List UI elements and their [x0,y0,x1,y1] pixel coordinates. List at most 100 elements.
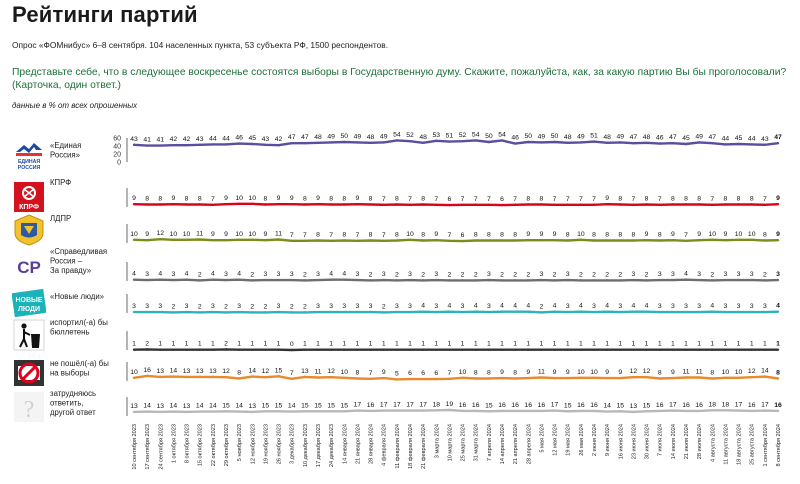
data-label: 3 [356,303,360,310]
data-label: 1 [737,341,741,348]
data-label: 43 [196,136,204,143]
data-point [185,310,188,314]
data-label: 4 [513,303,517,310]
data-point [684,409,688,413]
svg-text:КПРФ: КПРФ [19,204,39,211]
data-label: 1 [434,341,438,348]
data-label: 16 [367,402,375,409]
data-point [763,409,767,412]
data-point [658,239,661,242]
data-point [316,278,320,282]
data-point [198,203,201,206]
data-label: 16 [472,402,480,409]
data-point [724,376,727,380]
series-line [134,310,779,314]
data-label: 6 [461,232,465,239]
data-label: 7 [211,196,215,203]
data-point [448,310,451,313]
data-point [329,310,333,314]
data-point [658,348,661,351]
data-point [185,238,188,242]
data-label: 17 [393,402,401,409]
data-label: 46 [656,135,664,142]
data-label: 8 [658,231,662,238]
data-point [251,348,254,351]
data-point [513,377,517,380]
data-label: 4 [605,303,609,310]
data-point [395,378,399,381]
data-point [697,278,701,282]
svg-text:НОВЫЕ: НОВЫЕ [15,297,42,304]
data-point [540,278,543,282]
data-point [737,310,740,314]
data-label: 6 [408,370,412,377]
data-label: 8 [487,231,491,238]
data-point [448,377,451,380]
data-label: 8 [763,231,767,238]
data-label: 8 [526,195,530,202]
data-point [500,279,504,282]
data-label: 12 [748,368,756,375]
data-label: 9 [605,195,609,202]
data-point [513,348,517,351]
data-label: 10 [130,369,138,376]
svg-text:ЛЮДИ: ЛЮДИ [18,306,40,313]
data-point [737,348,740,351]
data-point [395,409,399,412]
data-point [237,238,241,242]
data-label: 2 [645,271,649,278]
data-point [290,239,293,242]
data-label: 2 [461,271,465,278]
data-point [159,375,162,379]
data-point [277,348,280,351]
data-label: 14 [170,403,178,410]
data-label: 3 [750,271,754,278]
data-point [658,310,661,314]
data-label: 9 [224,231,228,238]
data-point [251,410,254,414]
data-point [763,203,767,206]
data-point [316,310,320,314]
data-label: 14 [143,403,151,410]
new-people-logo-icon: НОВЫЕ ЛЮДИ [11,286,47,320]
data-point [645,141,648,144]
data-point [343,410,346,413]
data-label: 8 [540,195,544,202]
data-point [369,239,372,242]
data-label: 7 [329,232,333,239]
data-label: 13 [209,368,217,375]
data-label: 4 [500,303,504,310]
data-point [277,238,280,241]
data-label: 10 [735,231,743,238]
data-label: 47 [669,134,677,141]
data-point [513,142,517,145]
data-point [711,409,714,412]
data-point [251,375,254,378]
data-point [145,310,149,314]
data-point [251,202,254,206]
x-tick-label: 28 января 2024 [369,424,375,464]
data-label: 3 [277,303,281,310]
data-label: 15 [262,402,270,409]
data-label: 12 [222,368,230,375]
data-label: 13 [157,368,165,375]
data-label: 15 [327,402,335,409]
data-point [645,348,648,351]
data-point [237,410,241,413]
data-label: 43 [130,136,138,143]
data-point [408,348,412,351]
x-tick-label: 3 марта 2024 [434,424,440,458]
data-point [435,409,438,412]
data-point [356,377,359,380]
data-label: 54 [472,131,480,138]
data-label: 51 [446,133,454,140]
data-label: 3 [224,271,228,278]
data-label: 47 [288,134,296,141]
data-label: 49 [354,133,362,140]
data-point [435,278,438,282]
data-point [290,278,293,282]
data-point [553,140,556,144]
x-tick-label: 16 июня 2024 [618,424,624,459]
data-label: 3 [211,303,215,310]
data-label: 7 [461,196,465,203]
